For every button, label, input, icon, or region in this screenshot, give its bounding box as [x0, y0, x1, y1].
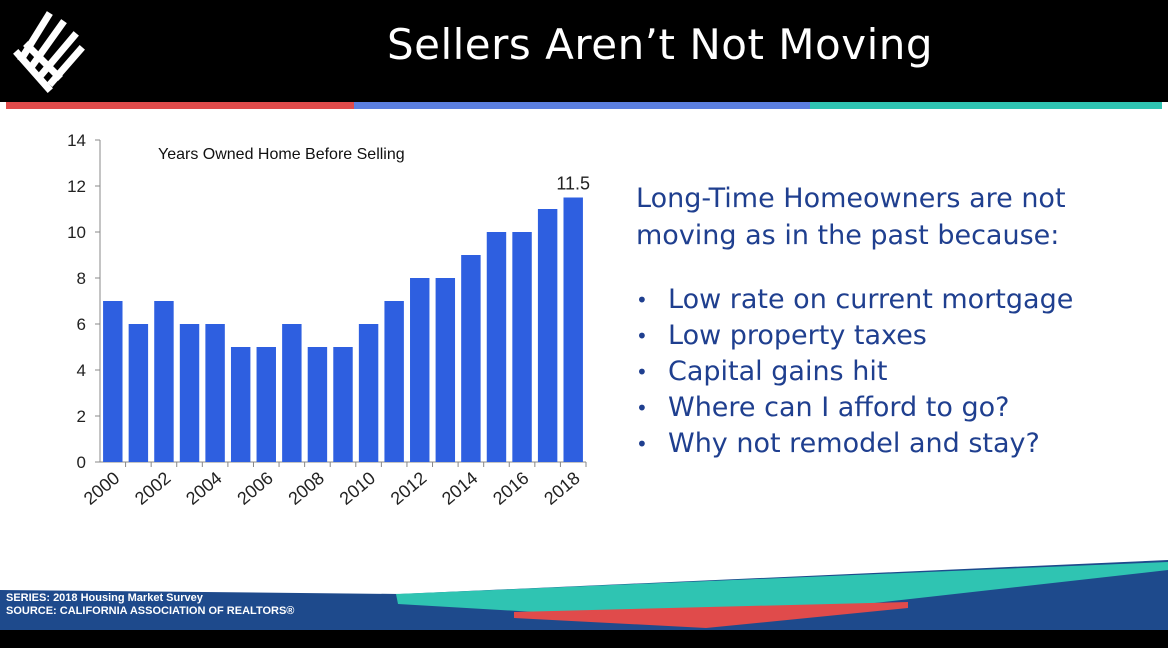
bar-2007: [282, 324, 302, 462]
reason-item: Why not remodel and stay?: [636, 426, 1136, 462]
x-tick-label: 2018: [540, 468, 584, 509]
reason-item: Where can I afford to go?: [636, 390, 1136, 426]
bar-2014: [461, 255, 481, 462]
y-tick-label: 4: [77, 361, 86, 380]
reason-item: Low property taxes: [636, 318, 1136, 354]
realtors-logo-icon: [13, 11, 85, 93]
x-tick-label: 2016: [489, 468, 533, 509]
footer-black-bar: [0, 630, 1168, 648]
bar-2015: [486, 232, 507, 462]
bar-2017: [537, 209, 558, 462]
bar-2009: [333, 347, 353, 462]
footer-band: [0, 560, 1168, 648]
stripe-red: [6, 102, 354, 109]
y-tick-label: 14: [67, 131, 86, 150]
page-title: Sellers Aren’t Not Moving: [386, 20, 934, 69]
bar-2002: [154, 301, 174, 462]
y-tick-label: 2: [77, 407, 86, 426]
x-tick-label: 2002: [131, 468, 175, 509]
y-tick-label: 12: [67, 177, 86, 196]
reasons-list: Low rate on current mortgage Low propert…: [636, 282, 1136, 462]
reasons-panel: Long-Time Homeowners are not moving as i…: [636, 180, 1136, 462]
footer-stripe-red: [514, 602, 908, 628]
chart-title: Years Owned Home Before Selling: [158, 146, 405, 163]
x-tick-label: 2000: [80, 468, 124, 509]
data-label: 11.5: [556, 174, 590, 194]
y-tick-label: 10: [67, 223, 86, 242]
reason-item: Low rate on current mortgage: [636, 282, 1136, 318]
footer-source: SOURCE: CALIFORNIA ASSOCIATION OF REALTO…: [6, 605, 295, 617]
x-tick-label: 2010: [336, 468, 380, 509]
stripe-blue: [354, 102, 810, 109]
bar-2001: [128, 324, 149, 462]
bar-2006: [256, 347, 276, 462]
x-tick-label: 2006: [233, 468, 277, 509]
y-tick-label: 6: [77, 315, 86, 334]
bar-2016: [512, 232, 532, 462]
bar-2011: [384, 301, 404, 462]
bar-2010: [358, 324, 379, 462]
x-tick-label: 2012: [387, 468, 431, 509]
footer-credits: SERIES: 2018 Housing Market Survey SOURC…: [6, 592, 294, 618]
bar-2012: [410, 278, 430, 462]
x-tick-label: 2008: [284, 468, 328, 509]
reason-item: Capital gains hit: [636, 354, 1136, 390]
x-tick-label: 2004: [182, 468, 226, 509]
x-tick-label: 2014: [438, 468, 482, 509]
bar-2018: [563, 197, 583, 462]
footer-stripe-teal: [396, 562, 1168, 622]
header-bar: Sellers Aren’t Not Moving: [0, 0, 1168, 102]
bar-2000: [103, 301, 123, 462]
y-tick-label: 0: [77, 453, 86, 472]
stripe-teal: [810, 102, 1162, 109]
title-underline-stripes: [6, 102, 1162, 109]
footer-series: SERIES: 2018 Housing Market Survey: [6, 592, 203, 604]
bar-2013: [435, 278, 456, 462]
y-tick-label: 8: [77, 269, 86, 288]
bar-2008: [307, 347, 328, 462]
bar-2005: [230, 347, 251, 462]
bar-2004: [205, 324, 225, 462]
bar-2003: [179, 324, 200, 462]
reasons-intro: Long-Time Homeowners are not moving as i…: [636, 183, 1066, 251]
